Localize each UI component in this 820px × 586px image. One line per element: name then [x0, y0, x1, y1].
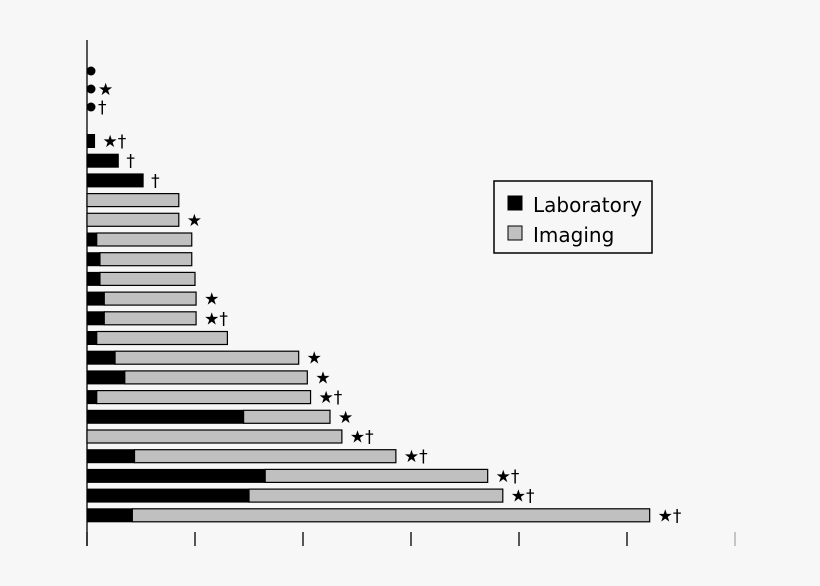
- bar-imaging: [86, 212, 180, 227]
- bar-laboratory: [86, 232, 98, 247]
- bar-imaging: [99, 252, 193, 267]
- row-annotation: †: [151, 171, 160, 191]
- bar-laboratory: [86, 153, 119, 168]
- row-annotation: ★: [307, 349, 322, 369]
- bar-imaging: [96, 232, 193, 247]
- bar-laboratory: [86, 468, 266, 483]
- bar-laboratory: [86, 409, 245, 424]
- bar-imaging: [99, 271, 196, 286]
- bar-imaging: [243, 409, 331, 424]
- bar-laboratory: [86, 134, 96, 148]
- bar-imaging: [131, 508, 651, 523]
- legend-label-imaging: Imaging: [533, 223, 614, 247]
- plot-area: ★†★†††★★★†★★★†★★†★†★†★†★†: [86, 40, 736, 546]
- bar-imaging: [86, 429, 343, 444]
- row-annotation: ★†: [204, 309, 228, 329]
- bar-imaging: [96, 330, 228, 346]
- bar-laboratory: [86, 331, 98, 345]
- legend: Laboratory Imaging: [493, 180, 653, 254]
- row-annotation: ★†: [511, 487, 535, 507]
- row-annotation: ★†: [103, 132, 127, 152]
- legend-swatch-laboratory: [507, 195, 523, 211]
- bar-laboratory: [86, 311, 105, 326]
- bar-imaging: [103, 291, 197, 306]
- row-annotation: ★: [98, 80, 113, 100]
- bar-laboratory: [86, 350, 116, 365]
- row-annotation: ★: [187, 211, 202, 231]
- legend-label-laboratory: Laboratory: [533, 193, 642, 217]
- bar-laboratory: [86, 291, 105, 306]
- row-annotation: ★: [204, 290, 219, 310]
- legend-swatch-imaging: [507, 225, 523, 241]
- row-dot: [86, 66, 96, 76]
- row-dot: [86, 84, 96, 94]
- bar-laboratory: [86, 173, 144, 188]
- bar-imaging: [86, 193, 180, 208]
- row-annotation: ★: [338, 408, 353, 428]
- bar-imaging: [103, 311, 197, 326]
- row-annotation: †: [126, 152, 135, 172]
- bar-laboratory: [86, 488, 250, 503]
- row-annotation: ★†: [319, 388, 343, 408]
- bar-imaging: [133, 449, 397, 464]
- bar-laboratory: [86, 271, 101, 286]
- bar-imaging: [124, 370, 308, 385]
- bar-imaging: [96, 390, 312, 405]
- bar-laboratory: [86, 449, 136, 464]
- bar-imaging: [248, 488, 504, 503]
- bar-laboratory: [86, 508, 133, 523]
- bar-imaging: [264, 468, 489, 483]
- row-annotation: ★†: [496, 467, 520, 487]
- row-dot: [86, 102, 96, 112]
- bar-laboratory: [86, 390, 98, 405]
- row-annotation: ★†: [658, 506, 682, 526]
- bar-laboratory: [86, 252, 101, 267]
- legend-box: [493, 180, 653, 254]
- row-annotation: ★: [315, 368, 330, 388]
- row-annotation: †: [98, 98, 107, 118]
- row-annotation: ★†: [350, 428, 374, 448]
- row-annotation: ★†: [404, 447, 428, 467]
- bar-laboratory: [86, 370, 126, 385]
- bar-imaging: [114, 350, 300, 365]
